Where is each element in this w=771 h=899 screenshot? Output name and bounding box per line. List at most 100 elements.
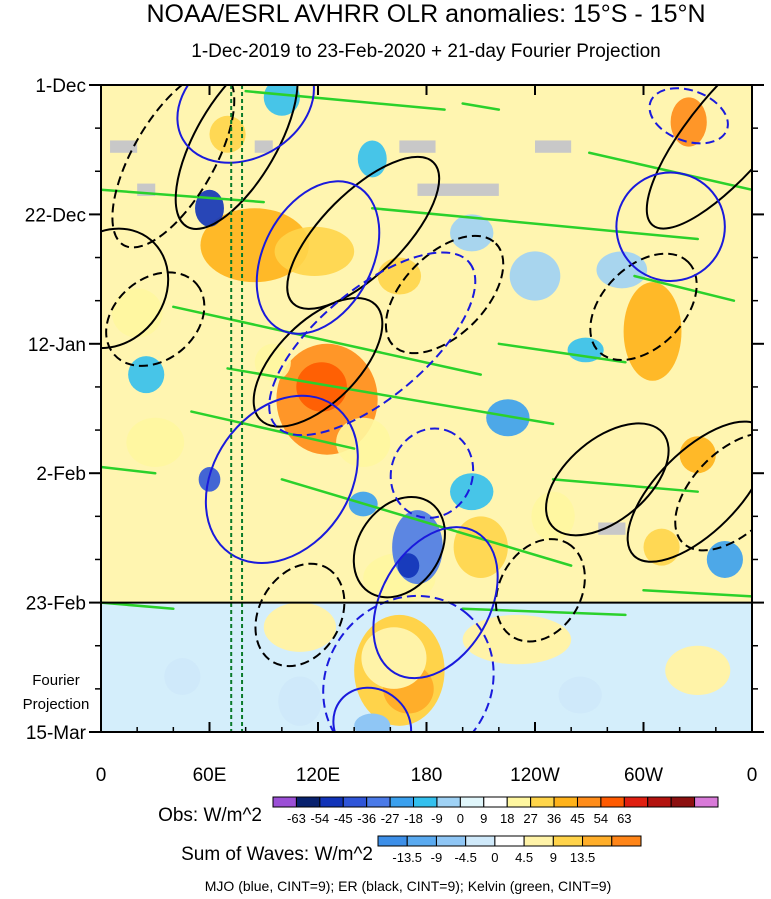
kelvin-contour bbox=[280, 478, 573, 567]
wave-sum-patch bbox=[665, 645, 731, 696]
colorbar-swatch bbox=[552, 835, 584, 847]
obs-anomaly-patch bbox=[397, 553, 420, 578]
mjo-contour bbox=[615, 171, 726, 282]
colorbar-swatch bbox=[553, 796, 578, 808]
colorbar-swatch bbox=[576, 796, 602, 808]
wave-sum-patch bbox=[164, 658, 201, 696]
obs-anomaly-patch bbox=[296, 362, 347, 412]
mjo-contour bbox=[322, 594, 495, 732]
obs-anomaly-patch bbox=[450, 473, 494, 511]
colorbar-swatch bbox=[494, 835, 525, 847]
colorbar-swatch bbox=[272, 796, 297, 808]
colorbar-level-label: -54 bbox=[310, 811, 329, 826]
obs-anomaly-patch bbox=[209, 115, 246, 153]
colorbar-swatch bbox=[530, 796, 555, 808]
colorbar-swatch bbox=[647, 796, 672, 808]
er-contour bbox=[674, 432, 752, 552]
mjo-contour bbox=[648, 87, 729, 145]
obs-anomaly-patch bbox=[198, 467, 221, 492]
obs-anomaly-patch bbox=[643, 528, 680, 566]
colorbar-swatch bbox=[366, 796, 391, 808]
er-contour-layer bbox=[101, 85, 752, 668]
colorbar-level-label: 63 bbox=[617, 811, 631, 826]
obs-anomaly-patch bbox=[596, 251, 648, 289]
wave-sum-patch bbox=[263, 602, 337, 652]
obs-anomaly-patch bbox=[623, 282, 682, 381]
kelvin-contour bbox=[190, 410, 356, 450]
kelvin-contour bbox=[633, 274, 736, 302]
obs-anomaly-patch bbox=[377, 257, 422, 295]
colorbar-swatch bbox=[670, 796, 696, 808]
missing-data-box bbox=[254, 140, 273, 153]
colorbar-level-label: 27 bbox=[523, 811, 537, 826]
x-tick-label: 120W bbox=[510, 765, 560, 786]
plot-area bbox=[101, 85, 752, 732]
mjo-contour bbox=[389, 427, 475, 519]
obs-anomaly-patch bbox=[336, 417, 391, 468]
colorbar-swatch bbox=[459, 796, 485, 808]
kelvin-contour bbox=[642, 589, 752, 598]
obs-anomaly-patch bbox=[111, 288, 163, 338]
x-tick-label: 120E bbox=[296, 765, 340, 786]
x-tick-label: 0 bbox=[96, 765, 107, 786]
colorbar-level-label: -18 bbox=[404, 811, 423, 826]
er-contour bbox=[352, 495, 446, 599]
er-contour bbox=[254, 562, 346, 668]
colorbar-swatch bbox=[506, 796, 532, 808]
colorbar-swatch bbox=[523, 835, 554, 847]
wave-sum-patch bbox=[361, 627, 427, 689]
obs-anomaly-patch bbox=[706, 540, 743, 578]
obs-anomaly-patch bbox=[254, 343, 291, 381]
projection-label-line-2: Projection bbox=[23, 696, 90, 713]
obs-anomaly-patch bbox=[679, 436, 716, 474]
x-tick-label: 180 bbox=[411, 765, 443, 786]
mjo-contour-layer bbox=[176, 85, 729, 732]
mjo-contour bbox=[268, 251, 477, 437]
missing-data-box bbox=[535, 140, 572, 153]
colorbar-swatch bbox=[435, 835, 467, 847]
kelvin-contour bbox=[244, 89, 446, 111]
kelvin-contour bbox=[497, 342, 627, 364]
colorbar-level-label: -9 bbox=[431, 850, 443, 865]
colorbar-level-label: -9 bbox=[431, 811, 443, 826]
missing-data-box bbox=[110, 140, 138, 153]
colorbar-level-label: 54 bbox=[594, 811, 608, 826]
colorbar-level-label: -63 bbox=[287, 811, 306, 826]
colorbar-level-label: -45 bbox=[334, 811, 353, 826]
wave-sum-patch bbox=[354, 713, 391, 732]
y-tick-label: 22-Dec bbox=[25, 205, 86, 226]
colorbar-level-label: 18 bbox=[500, 811, 514, 826]
wave-sum-patch bbox=[558, 676, 602, 714]
mjo-contour bbox=[204, 394, 359, 565]
missing-data-box bbox=[399, 140, 436, 153]
obs-colorbar: -63 -54 -45 -36 -27 -18 -9 0 9 18 27 36 45 54 63 bbox=[272, 796, 719, 826]
waves-colorbar-label: Sum of Waves: W/m^2 bbox=[181, 844, 373, 865]
kelvin-contour bbox=[461, 102, 501, 111]
y-tick-label: 15-Mar bbox=[26, 723, 87, 744]
colorbar-swatch bbox=[413, 796, 438, 808]
colorbar-level-label: -4.5 bbox=[454, 850, 476, 865]
obs-anomaly-patch bbox=[357, 140, 387, 178]
kelvin-contour bbox=[588, 151, 752, 192]
colorbar-level-label: 9 bbox=[480, 811, 487, 826]
legend-footer: MJO (blue, CINT=9); ER (black, CINT=9); … bbox=[205, 878, 612, 894]
colorbar-swatch bbox=[436, 796, 461, 808]
colorbar-level-label: 13.5 bbox=[570, 850, 595, 865]
colorbar-swatch bbox=[694, 796, 719, 808]
y-tick-label: 12-Jan bbox=[28, 335, 86, 356]
colorbar-swatch bbox=[389, 796, 415, 808]
kelvin-contour bbox=[371, 206, 699, 241]
y-tick-label: 23-Feb bbox=[26, 594, 86, 615]
colorbar-swatch bbox=[623, 796, 649, 808]
waves-colorbar: -13.5 -9 -4.5 0 4.5 9 13.5 bbox=[377, 835, 642, 865]
er-contour bbox=[494, 538, 586, 643]
y-tick-label: 1-Dec bbox=[35, 76, 86, 97]
missing-data-layer bbox=[110, 140, 626, 535]
chart-title: NOAA/ESRL AVHRR OLR anomalies: 15°S - 15… bbox=[146, 0, 705, 28]
x-tick-label: 60W bbox=[624, 765, 663, 786]
colorbar-swatch bbox=[377, 835, 408, 847]
obs-colorbar-label: Obs: W/m^2 bbox=[158, 805, 262, 826]
er-contour bbox=[545, 422, 670, 537]
colorbar-level-label: 0 bbox=[491, 850, 498, 865]
